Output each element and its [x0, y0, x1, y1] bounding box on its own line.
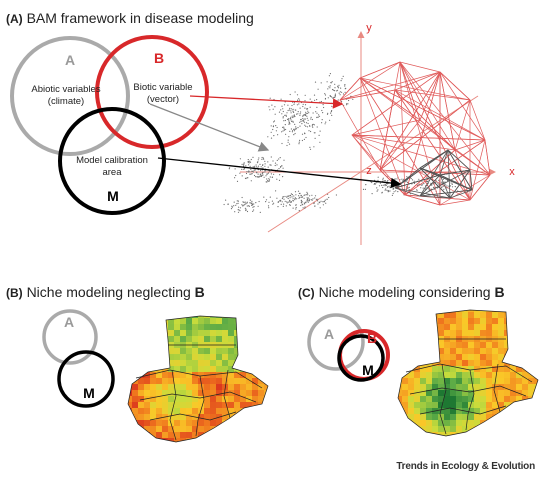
panel-b-tag: (B) [6, 286, 23, 300]
panel-c-circle-a-letter: A [323, 326, 335, 342]
panel-b-map-borders [127, 315, 269, 443]
journal-name: Trends in Ecology & Evolution [396, 461, 535, 472]
circle-b-label: Biotic variable (vector) [118, 82, 208, 106]
axis-x-label: x [509, 166, 515, 178]
panel-b-calibration-circle [57, 350, 115, 408]
panel-b-abiotic-circle [42, 309, 98, 365]
panel-a-tag: (A) [6, 12, 23, 26]
journal-credit: Trends in Ecology & Evolution [396, 461, 535, 472]
panel-c-abiotic-circle [307, 313, 365, 371]
circle-m-letter: M [107, 188, 119, 204]
panel-c-calibration-circle [337, 334, 385, 382]
circle-m-label-line2: area [102, 167, 122, 178]
arrow-calibration [157, 157, 402, 189]
axis-y-label: y [366, 22, 372, 34]
panel-b-title-bold: B [194, 284, 205, 300]
panel-c-map-borders [397, 309, 539, 437]
circle-b-label-line2: (vector) [146, 94, 180, 105]
panel-c-circle-b-letter: B [366, 330, 378, 346]
panel-c-title-text: Niche modeling considering [318, 284, 491, 300]
circle-b-letter: B [153, 50, 165, 66]
panel-c-title-bold: B [494, 284, 505, 300]
panel-c-tag: (C) [298, 286, 315, 300]
panel-c-circle-m-letter: M [362, 362, 374, 378]
panel-c-title: (C) Niche modeling considering B [298, 284, 505, 301]
abiotic-circle [10, 36, 130, 156]
panel-a-title: (A) BAM framework in disease modeling [6, 10, 254, 27]
panel-b-title-text: Niche modeling neglecting [26, 284, 191, 300]
circle-a-label-line1: Abiotic variables [31, 84, 101, 95]
circle-a-label: Abiotic variables (climate) [14, 84, 118, 108]
circle-a-label-line2: (climate) [47, 96, 85, 107]
calibration-circle [58, 107, 166, 215]
panel-b-circle-a-letter: A [63, 314, 75, 330]
circle-m-label: Model calibration area [64, 155, 160, 179]
vector-niche-hull [339, 61, 491, 206]
panel-a-title-text: BAM framework in disease modeling [26, 10, 254, 26]
panel-b-title: (B) Niche modeling neglecting B [6, 284, 205, 301]
axis-z-label: z [366, 165, 372, 177]
arrow-biotic [189, 95, 344, 109]
circle-b-label-line1: Biotic variable [133, 82, 193, 93]
circle-m-label-line1: Model calibration [76, 155, 148, 166]
calibration-niche-hull [394, 149, 473, 199]
panel-b-circle-m-letter: M [83, 385, 95, 401]
niche-axes [240, 31, 496, 245]
arrow-abiotic [149, 103, 270, 152]
circle-a-letter: A [64, 52, 76, 68]
biotic-circle [95, 35, 209, 149]
